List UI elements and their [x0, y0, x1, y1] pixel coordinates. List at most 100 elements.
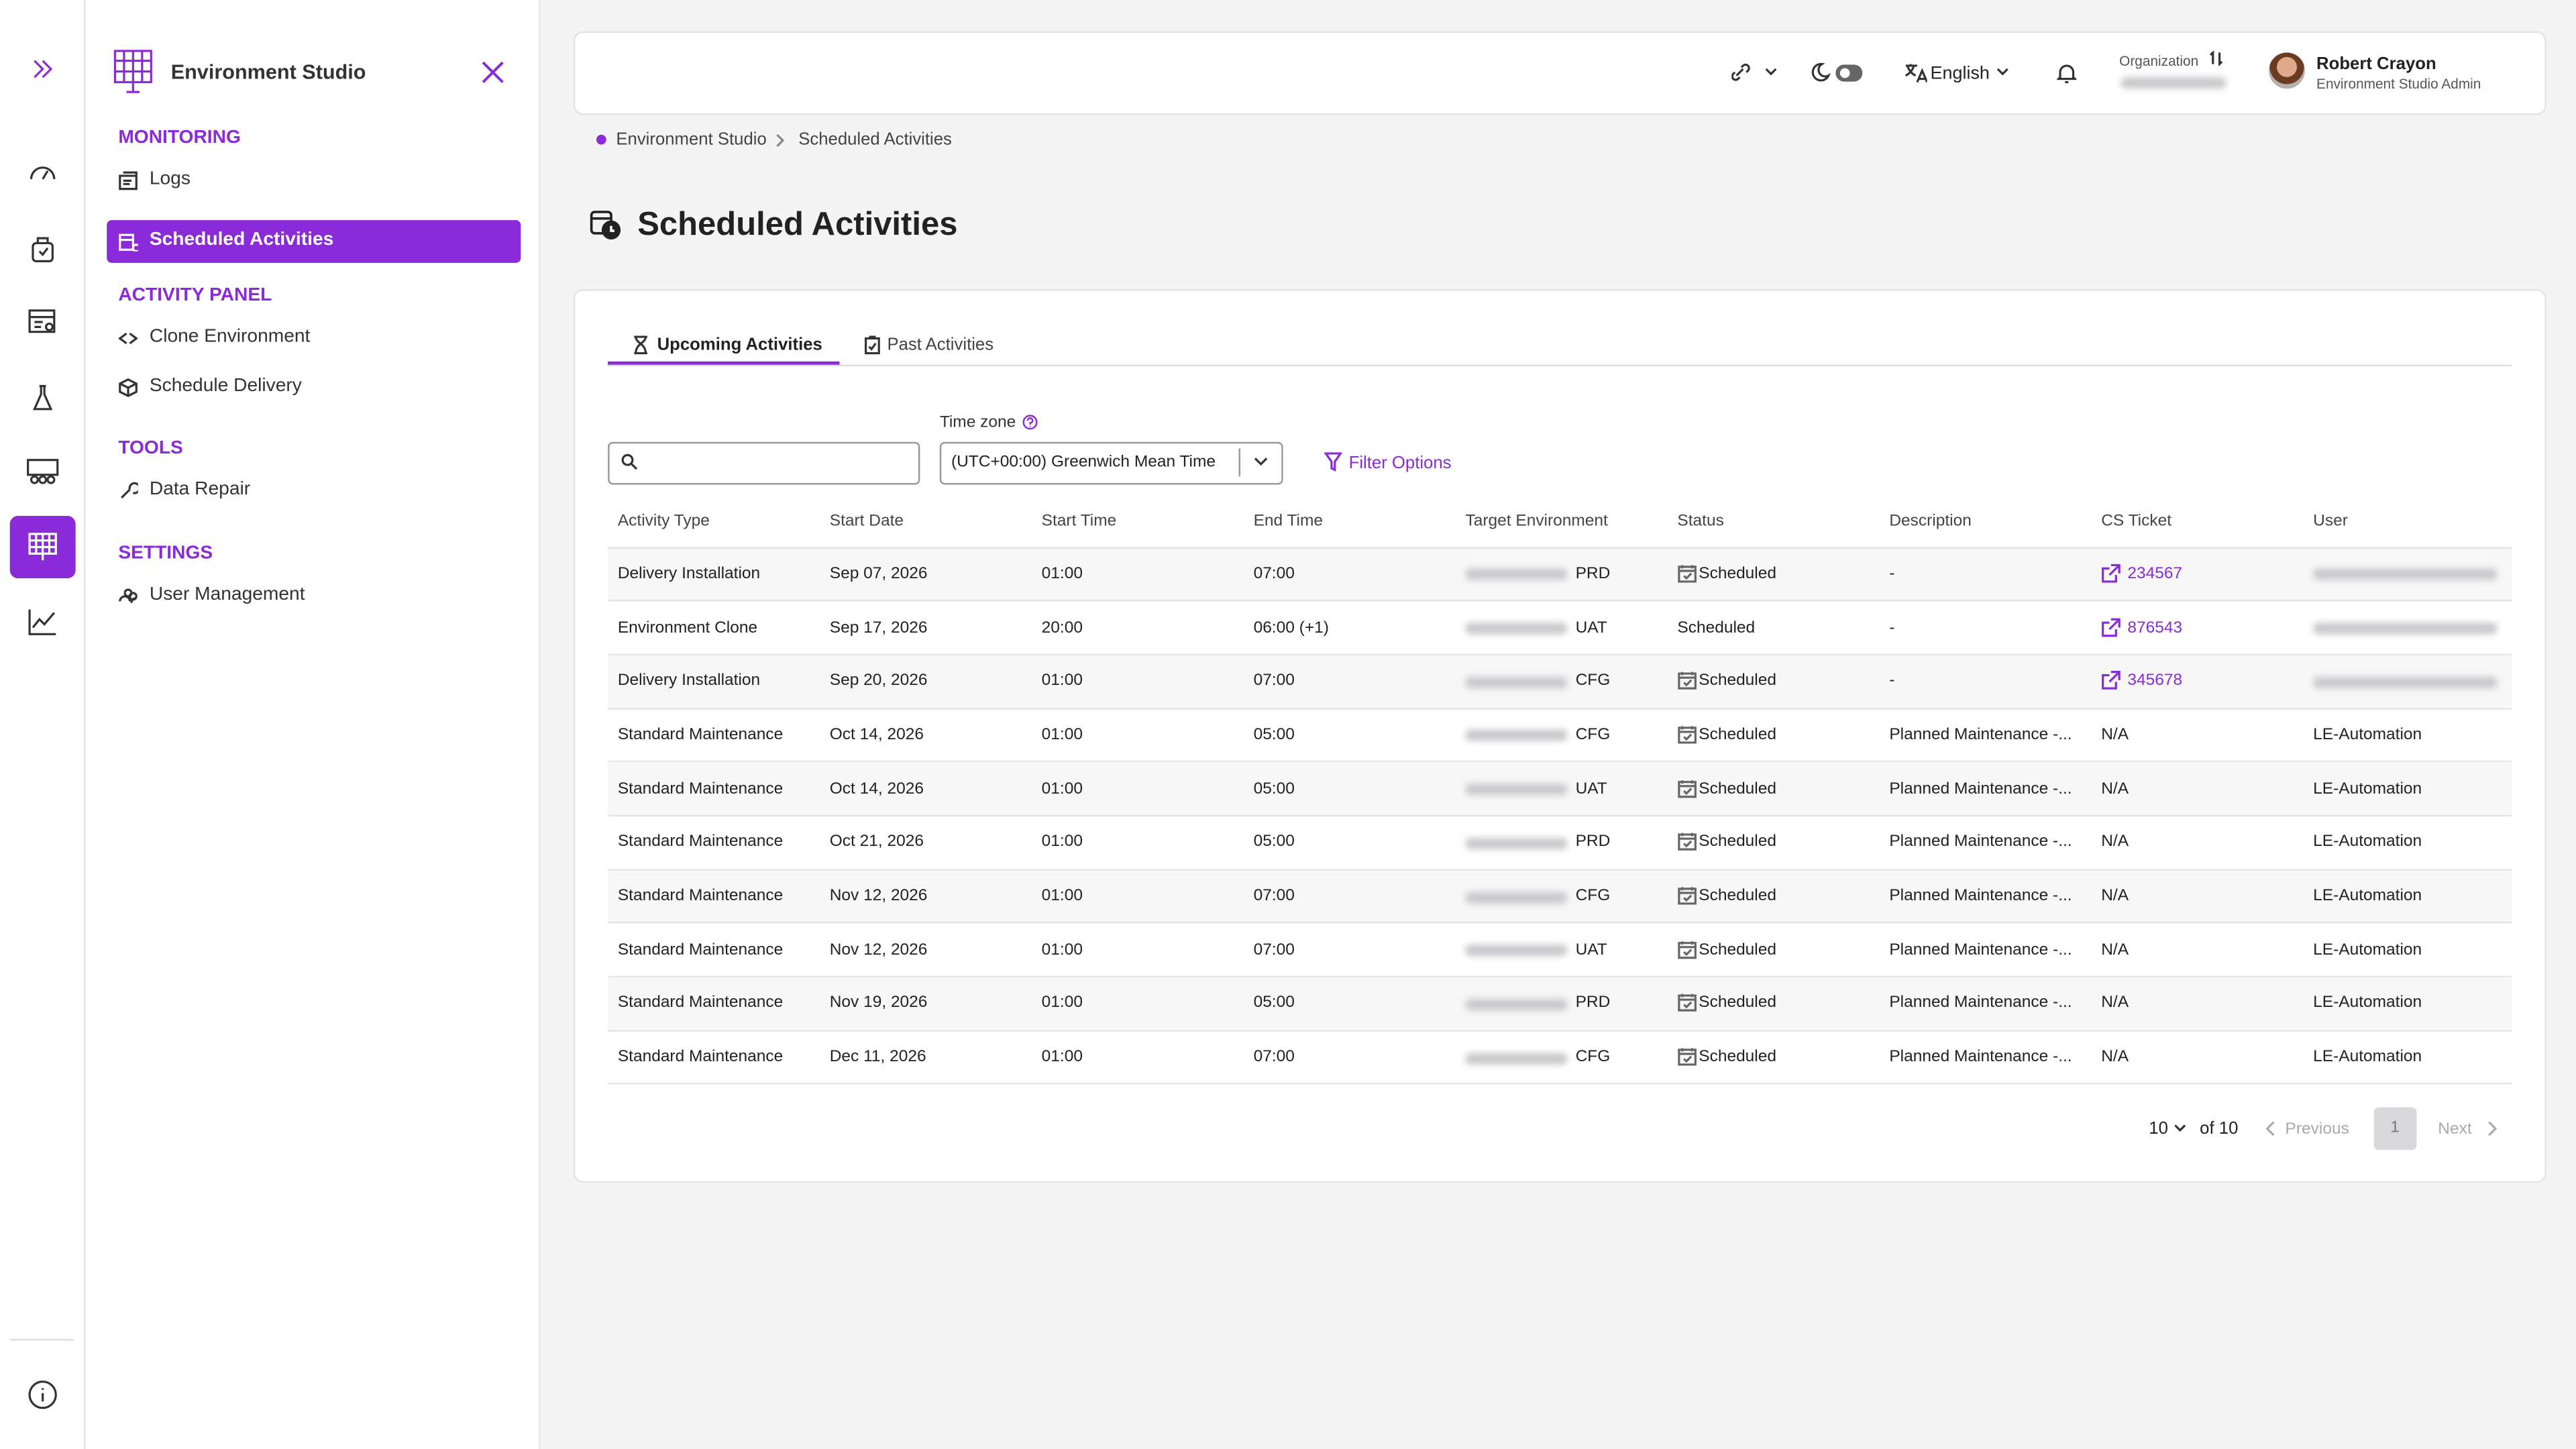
table-cell: N/A — [2101, 833, 2129, 852]
table-cell: N/A — [2101, 941, 2129, 959]
search-input[interactable] — [608, 441, 920, 485]
select-divider — [1238, 448, 1240, 477]
nav-item-active-bg[interactable] — [107, 220, 521, 263]
info-icon[interactable] — [28, 1380, 58, 1409]
config-icon[interactable] — [28, 309, 58, 335]
table-cell: Planned Maintenance -... — [1889, 833, 2072, 852]
page-title: Scheduled Activities — [637, 207, 958, 244]
environment-prefix-redacted — [1465, 891, 1568, 903]
table-cell: Standard Maintenance — [617, 1048, 784, 1067]
avatar[interactable] — [2269, 52, 2305, 89]
table-cell: Nov 12, 2026 — [829, 941, 928, 959]
table-cell: N/A — [2101, 780, 2129, 798]
previous-button[interactable]: Previous — [2285, 1120, 2349, 1139]
next-icon[interactable] — [2487, 1120, 2498, 1136]
table-cell[interactable]: 345678 — [2127, 672, 2183, 691]
breadcrumb-item[interactable]: Environment Studio — [616, 129, 767, 150]
filter-button[interactable]: Filter Options — [1348, 453, 1452, 474]
language-caret[interactable] — [1996, 67, 2010, 77]
table-cell: CFG — [1575, 672, 1611, 691]
nav-item[interactable]: User Management — [149, 584, 305, 605]
table-cell: UAT — [1575, 941, 1607, 959]
table-cell: Planned Maintenance -... — [1889, 887, 2072, 906]
table-cell: Nov 12, 2026 — [829, 887, 928, 906]
hourglass-icon — [634, 335, 647, 355]
close-sidebar[interactable] — [482, 61, 504, 84]
tab[interactable]: Past Activities — [887, 335, 994, 355]
language-icon[interactable] — [1904, 62, 1927, 84]
analytics-icon[interactable] — [28, 608, 58, 636]
notifications[interactable] — [2057, 62, 2077, 84]
user-redacted — [2313, 569, 2498, 581]
table-cell: PRD — [1575, 565, 1611, 584]
table-cell: 05:00 — [1253, 780, 1295, 798]
nav-section-heading: SETTINGS — [118, 543, 213, 564]
table-cell: 07:00 — [1253, 565, 1295, 584]
org-switch[interactable] — [2209, 50, 2223, 66]
nav-item[interactable]: Logs — [149, 169, 191, 189]
environment-prefix-redacted — [1465, 623, 1568, 635]
table-cell: N/A — [2101, 1048, 2129, 1067]
table-cell: Standard Maintenance — [617, 941, 784, 959]
table-cell: Scheduled — [1699, 565, 1776, 584]
table-cell: 01:00 — [1041, 887, 1083, 906]
column-header: Description — [1889, 513, 1972, 531]
table-cell: Planned Maintenance -... — [1889, 941, 2072, 959]
table-cell: CFG — [1575, 887, 1611, 906]
activities-card: Upcoming Activities Past Activities Time… — [573, 289, 2546, 1183]
team-icon[interactable] — [26, 458, 59, 486]
table-cell: 01:00 — [1041, 833, 1083, 852]
next-button[interactable]: Next — [2438, 1120, 2472, 1139]
table-cell[interactable]: 876543 — [2127, 619, 2183, 637]
timezone-select[interactable] — [939, 441, 1283, 485]
page-size-caret[interactable] — [2174, 1124, 2187, 1134]
current-page[interactable]: 1 — [2390, 1118, 2400, 1137]
language[interactable]: English — [1930, 64, 1990, 84]
nav-item[interactable]: Clone Environment — [149, 327, 311, 347]
user-role: Environment Studio Admin — [2316, 75, 2481, 93]
table-cell: 01:00 — [1041, 726, 1083, 745]
current-page-box[interactable] — [2373, 1107, 2417, 1150]
environment-prefix-redacted — [1465, 676, 1568, 688]
table-cell: Scheduled — [1699, 833, 1776, 852]
table-cell: Delivery Installation — [617, 565, 761, 584]
timezone-value[interactable]: (UTC+00:00) Greenwich Mean Time — [951, 453, 1216, 472]
table-cell: - — [1889, 565, 1895, 584]
nav-item[interactable]: Schedule Delivery — [149, 376, 302, 396]
studio-icon[interactable] — [28, 532, 58, 561]
links-menu[interactable] — [1731, 62, 1780, 82]
environment-prefix-redacted — [1465, 945, 1568, 957]
table-cell: LE-Automation — [2313, 780, 2422, 798]
nav-item[interactable]: Data Repair — [149, 480, 251, 500]
flask-icon[interactable] — [30, 383, 56, 413]
prev-icon[interactable] — [2265, 1120, 2275, 1136]
column-header: Target Environment — [1465, 513, 1608, 531]
select-caret[interactable] — [1254, 457, 1269, 467]
table-cell: LE-Automation — [2313, 887, 2422, 906]
table-row[interactable] — [608, 708, 2512, 763]
table-cell: Scheduled — [1699, 726, 1776, 745]
organization-name-redacted — [2121, 77, 2226, 89]
search-icon — [621, 453, 638, 470]
filter-icon[interactable] — [1324, 451, 1342, 472]
table-cell: 01:00 — [1041, 994, 1083, 1013]
dashboard-icon[interactable] — [28, 158, 58, 184]
nav-icon — [119, 171, 138, 191]
status-icon — [1678, 833, 1697, 851]
environment-prefix-redacted — [1465, 1052, 1568, 1065]
user-redacted — [2313, 623, 2498, 635]
table-cell: Nov 19, 2026 — [829, 994, 928, 1013]
help-icon[interactable] — [1022, 414, 1038, 430]
nav-item-active[interactable]: Scheduled Activities — [149, 229, 334, 250]
deploy-icon[interactable] — [30, 233, 56, 263]
table-cell: Planned Maintenance -... — [1889, 1048, 2072, 1067]
page-size[interactable]: 10 — [2149, 1118, 2168, 1139]
table-cell[interactable]: 234567 — [2127, 565, 2183, 584]
tab-active[interactable]: Upcoming Activities — [657, 335, 822, 355]
table-cell: 07:00 — [1253, 941, 1295, 959]
expand-icon[interactable] — [30, 58, 56, 80]
theme-toggle[interactable] — [1811, 61, 1863, 84]
column-header: Activity Type — [617, 513, 710, 531]
table-cell: PRD — [1575, 833, 1611, 852]
